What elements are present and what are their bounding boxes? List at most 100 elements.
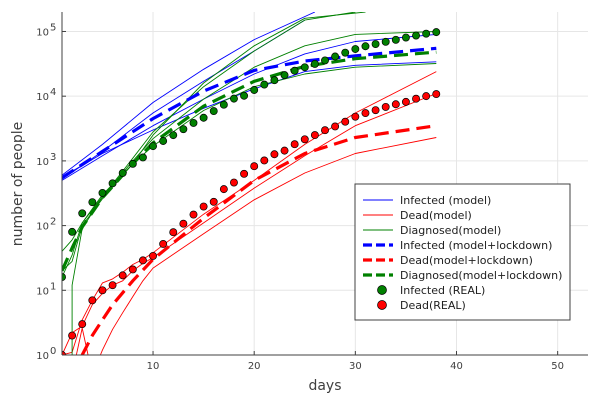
- legend: Infected (model) Dead(model) Diagnosed(mod…: [354, 183, 571, 321]
- infected-real-point: [169, 131, 178, 140]
- infected-real-point: [138, 153, 147, 162]
- infected-real-point: [422, 29, 431, 38]
- dead-real-point: [351, 112, 360, 121]
- infected-real-point: [401, 33, 410, 42]
- dead-real-point: [401, 97, 410, 106]
- infected-real-point: [230, 94, 238, 103]
- infected-real-point: [250, 86, 259, 94]
- dead-model-line: [62, 71, 437, 355]
- infected-real-point: [159, 137, 168, 145]
- infected-real-point: [78, 209, 87, 218]
- dead-real-point: [260, 156, 269, 165]
- dead-model-line: [62, 137, 437, 355]
- legend-diagnosed-model-lockdown-label: Diagnosed(model+lockdown): [400, 269, 562, 282]
- infected-real-point: [351, 45, 360, 53]
- infected-real-point: [300, 63, 309, 72]
- dead-real-point: [98, 286, 107, 295]
- dead-real-point: [199, 202, 208, 211]
- legend-dead-model-lockdown-label: Dead(model+lockdown): [400, 254, 533, 267]
- legend-dead-real-label: Dead(REAL): [400, 299, 466, 312]
- dead-real-point: [270, 150, 279, 159]
- x-tick-label: 40: [450, 361, 463, 372]
- dead-real-point: [169, 228, 178, 237]
- y-tick-exponent: 3: [50, 152, 56, 163]
- dead-real-point: [189, 210, 198, 219]
- dead-real-point: [391, 100, 400, 109]
- series-clip-group: [62, 12, 441, 355]
- infected-real-point: [290, 66, 299, 75]
- infected-real-point: [199, 113, 208, 122]
- y-axis-label: number of people: [10, 122, 26, 247]
- dead-real-point: [412, 94, 420, 103]
- dead-real-point: [250, 162, 259, 171]
- infected-real-point: [432, 28, 441, 37]
- x-tick-label: 30: [349, 361, 362, 372]
- y-tick-label: 10: [36, 222, 49, 233]
- dead-real-point: [230, 178, 238, 187]
- dead-real-point: [371, 106, 380, 115]
- infected-real-point: [280, 71, 289, 80]
- x-tick-label: 20: [248, 361, 261, 372]
- dead-real-point: [149, 251, 157, 260]
- dead-real-point: [240, 169, 249, 178]
- dead-real-point: [422, 92, 431, 101]
- infected-real-point: [88, 198, 97, 207]
- infected-real-point: [128, 159, 137, 168]
- y-tick-label: 10: [36, 286, 49, 297]
- x-tick-label: 50: [551, 361, 564, 372]
- infected-real-point: [68, 227, 77, 236]
- y-tick-exponent: 2: [50, 217, 56, 228]
- infected-real-point: [310, 59, 319, 68]
- dead-real-point: [331, 122, 340, 131]
- infected-real-point: [219, 100, 228, 109]
- x-tick-label: 10: [147, 361, 160, 372]
- infected-real-point: [98, 188, 107, 197]
- dead-real-point: [159, 240, 168, 248]
- infected-real-point: [108, 179, 117, 188]
- y-tick-label: 10: [36, 157, 49, 168]
- x-axis-label: days: [308, 378, 341, 394]
- y-tick-exponent: 5: [50, 22, 56, 33]
- y-tick-exponent: 4: [50, 87, 56, 98]
- y-tick-exponent: 1: [50, 281, 56, 292]
- infected-real-point: [240, 91, 249, 100]
- dead-real-point: [108, 281, 117, 290]
- dead-real-point: [88, 296, 97, 305]
- y-tick-label: 10: [36, 92, 49, 103]
- legend-infected-real-marker: [377, 285, 387, 295]
- dead-real-point: [179, 219, 188, 228]
- diagnosed-model-line: [71, 12, 356, 355]
- dead-real-point: [310, 131, 319, 140]
- dead-real-point: [300, 135, 309, 144]
- infected-real-point: [260, 80, 269, 89]
- y-tick-label: 10: [36, 27, 49, 38]
- dead-real-point: [432, 90, 441, 99]
- x-ticks: 10 20 30 40 50: [147, 351, 564, 372]
- infected-real-point: [270, 76, 279, 85]
- dead-real-point: [290, 140, 299, 149]
- legend-infected-real-label: Infected (REAL): [400, 284, 485, 297]
- legend-infected-model-lockdown-label: Infected (model+lockdown): [400, 239, 552, 252]
- infected-real-point: [381, 37, 390, 46]
- dead-real-point: [381, 102, 390, 111]
- infected-real-point: [371, 40, 380, 48]
- legend-diagnosed-model-label: Diagnosed(model): [400, 224, 501, 237]
- infected-real-point: [341, 48, 350, 57]
- legend-dead-real-marker: [377, 300, 387, 310]
- infected-real-point: [209, 107, 218, 116]
- dead-model-lockdown-line: [80, 124, 437, 355]
- infected-model-lockdown-line: [62, 46, 437, 180]
- infected-real-point: [321, 56, 329, 65]
- dead-real-point: [341, 117, 350, 126]
- dead-real-point: [78, 320, 87, 329]
- diagnosed-model-line: [62, 12, 366, 272]
- series-layer: [62, 12, 441, 355]
- infected-real-point: [179, 125, 188, 134]
- dead-real-point: [280, 146, 289, 155]
- infected-real-point: [412, 31, 420, 40]
- infected-model-line: [62, 33, 437, 181]
- dead-real-point: [118, 271, 127, 280]
- dead-real-point: [361, 109, 370, 118]
